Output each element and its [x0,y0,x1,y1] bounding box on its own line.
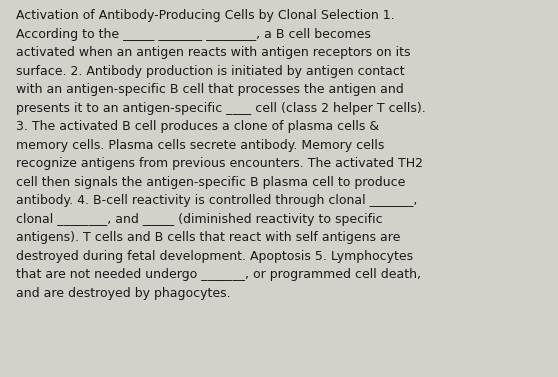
Text: Activation of Antibody-Producing Cells by Clonal Selection 1.
According to the _: Activation of Antibody-Producing Cells b… [16,9,425,300]
